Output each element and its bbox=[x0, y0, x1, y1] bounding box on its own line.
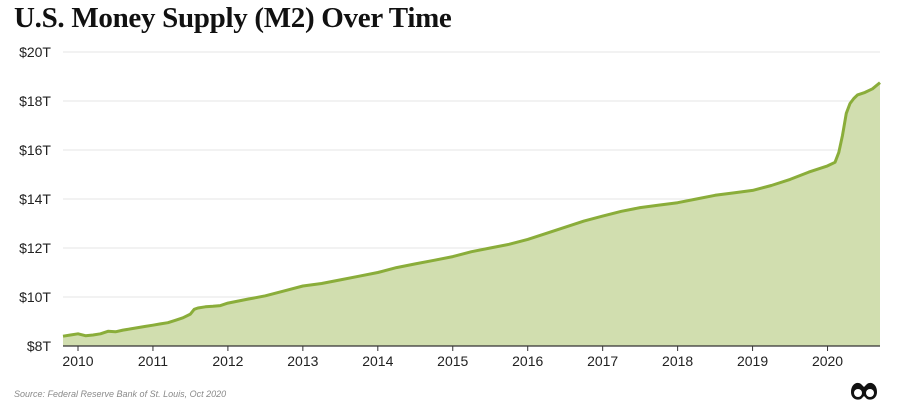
y-axis-ticks: $8T $10T $12T $14T $16T $18T $20T bbox=[19, 44, 51, 354]
y-tick-label: $16T bbox=[19, 142, 51, 158]
y-tick-label: $10T bbox=[19, 289, 51, 305]
area-chart: $8T $10T $12T $14T $16T $18T $20T 2010 2011 2012… bbox=[19, 44, 881, 369]
x-tick-label: 2018 bbox=[662, 353, 693, 369]
y-tick-label: $18T bbox=[19, 93, 51, 109]
m2-line bbox=[62, 81, 881, 338]
x-tick-label: 2020 bbox=[812, 353, 843, 369]
y-tick-label: $20T bbox=[19, 44, 51, 60]
y-tick-label: $8T bbox=[27, 338, 52, 354]
area-fill bbox=[63, 82, 880, 346]
x-tick-label: 2012 bbox=[212, 353, 243, 369]
x-tick-label: 2014 bbox=[362, 353, 393, 369]
x-tick-label: 2010 bbox=[62, 353, 93, 369]
source-note: Source: Federal Reserve Bank of St. Loui… bbox=[14, 389, 227, 399]
x-tick-label: 2019 bbox=[737, 353, 768, 369]
chart-title: U.S. Money Supply (M2) Over Time bbox=[14, 2, 452, 34]
x-tick-label: 2011 bbox=[138, 353, 168, 369]
binoculars-logo-icon bbox=[851, 382, 877, 400]
y-tick-label: $14T bbox=[19, 191, 51, 207]
x-tick-label: 2015 bbox=[437, 353, 468, 369]
x-axis-ticks: 2010 2011 2012 2013 2014 2015 2016 2017 2018 2019… bbox=[62, 346, 843, 369]
x-tick-label: 2013 bbox=[287, 353, 318, 369]
x-tick-label: 2017 bbox=[587, 353, 618, 369]
gridlines bbox=[63, 51, 880, 298]
y-tick-label: $12T bbox=[19, 240, 51, 256]
x-tick-label: 2016 bbox=[512, 353, 543, 369]
